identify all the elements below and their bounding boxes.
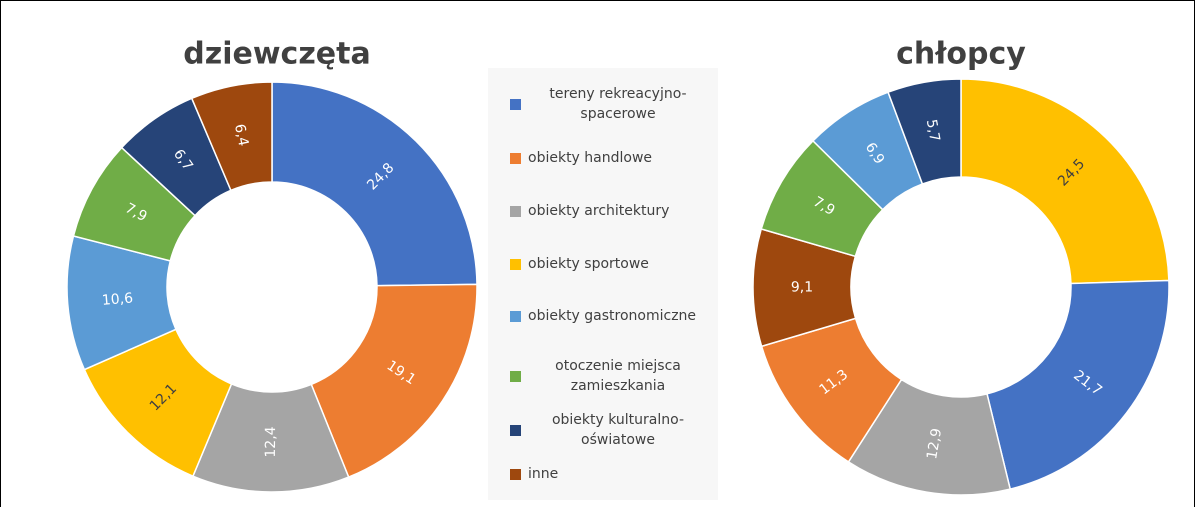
- data-label: 10,6: [101, 290, 133, 308]
- legend-item: obiekty kulturalno-oświatowe: [510, 410, 710, 450]
- legend-item: obiekty gastronomiczne: [510, 306, 710, 326]
- legend-item: otoczenie miejsca zamieszkania: [510, 356, 710, 396]
- data-label: 5,7: [923, 118, 943, 143]
- donut-segment: [986, 279, 1170, 491]
- donut-segment: [190, 81, 273, 192]
- legend-swatch: [510, 152, 521, 164]
- legend-label: otoczenie miejsca zamieszkania: [555, 358, 681, 394]
- legend-label: obiekty gastronomiczne: [528, 308, 697, 324]
- legend-swatch: [510, 310, 521, 322]
- chart-title: dziewczęta: [183, 37, 370, 72]
- data-label: 12,4: [263, 426, 279, 457]
- legend: tereny rekreacyjno-spacerowe obiekty hand…: [488, 68, 718, 500]
- legend-label: inne: [528, 466, 559, 482]
- legend-label: obiekty sportowe: [528, 256, 649, 272]
- legend-swatch: [510, 370, 521, 382]
- legend-swatch: [510, 424, 521, 436]
- legend-swatch: [510, 468, 521, 480]
- legend-label: obiekty handlowe: [528, 150, 653, 166]
- data-label: 6,4: [231, 123, 251, 148]
- legend-swatch: [510, 258, 521, 270]
- legend-item: obiekty sportowe: [510, 254, 710, 274]
- legend-item: tereny rekreacyjno-spacerowe: [510, 84, 710, 124]
- data-label: 9,1: [791, 279, 813, 295]
- legend-item: obiekty handlowe: [510, 148, 710, 168]
- legend-item: inne: [510, 464, 710, 484]
- legend-swatch: [510, 98, 521, 110]
- donut-segment: [887, 78, 962, 185]
- legend-swatch: [510, 205, 521, 217]
- legend-label: obiekty architektury: [528, 203, 670, 219]
- donut-segment: [960, 78, 1170, 285]
- legend-label: obiekty kulturalno-oświatowe: [551, 412, 685, 448]
- donut-segment: [271, 81, 478, 287]
- donut-segment: [310, 283, 478, 479]
- chart-title: chłopcy: [896, 37, 1026, 72]
- legend-item: obiekty architektury: [510, 201, 710, 221]
- data-label: 12,9: [924, 427, 945, 460]
- legend-label: tereny rekreacyjno-spacerowe: [549, 86, 687, 122]
